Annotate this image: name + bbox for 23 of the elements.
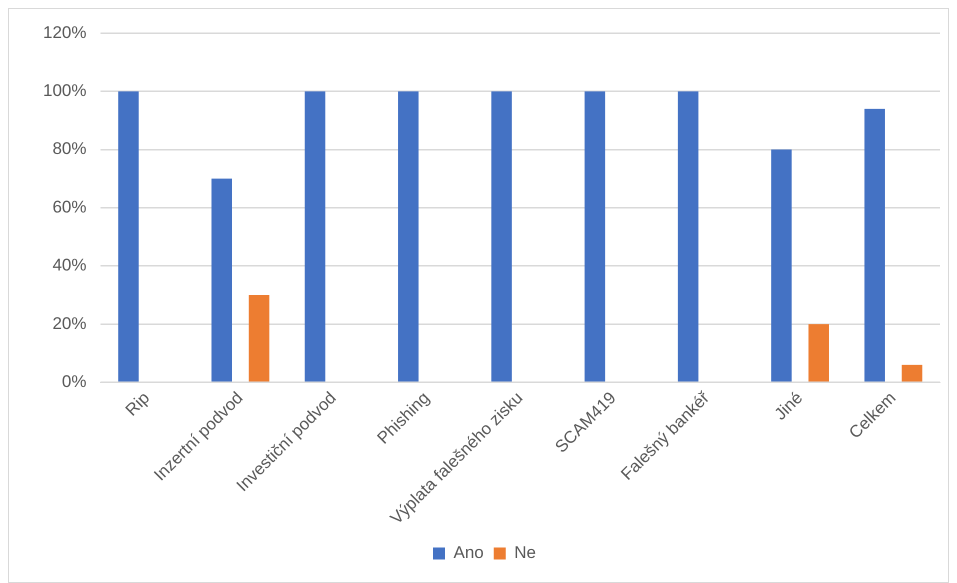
x-tick-label: Rip [122, 388, 154, 420]
y-tick-label: 20% [52, 314, 86, 333]
y-tick-label: 60% [52, 197, 86, 216]
bar [902, 364, 922, 382]
legend-label: Ne [514, 543, 536, 562]
bar [304, 91, 326, 382]
bar [211, 178, 232, 382]
bar [584, 91, 606, 382]
y-tick-label: 100% [42, 81, 86, 100]
bar [398, 91, 419, 382]
bar [864, 108, 885, 382]
y-tick-label: 40% [52, 256, 86, 275]
y-tick-label: 0% [62, 372, 86, 391]
y-tick-label: 80% [52, 139, 86, 158]
x-tick-label: Jiné [770, 388, 806, 424]
bar [771, 150, 792, 382]
y-tick-label: 120% [42, 22, 86, 42]
bar [678, 91, 698, 382]
bar [491, 91, 512, 382]
legend-label: Ano [454, 543, 484, 562]
bar [118, 91, 139, 382]
bar [808, 324, 829, 382]
bar [248, 295, 270, 382]
